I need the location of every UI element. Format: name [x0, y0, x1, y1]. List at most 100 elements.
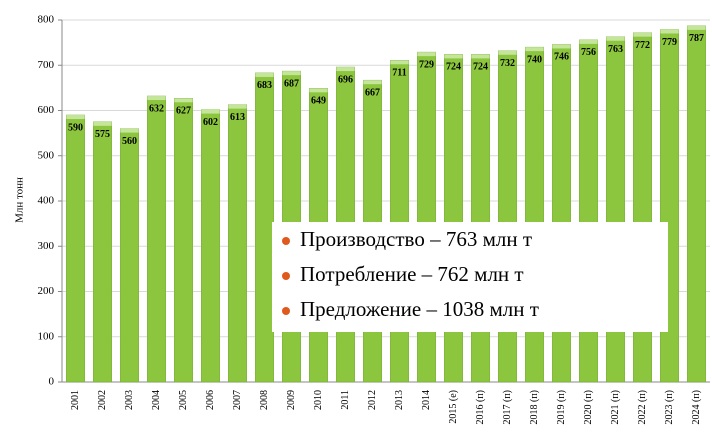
x-tick-label: 2008 [259, 390, 270, 410]
value-label: 627 [176, 106, 191, 117]
bar-highlight [363, 80, 382, 85]
bar-highlight [633, 32, 652, 37]
value-label: 772 [635, 40, 650, 51]
bar-highlight [606, 36, 625, 41]
bullet [282, 307, 290, 315]
bar-highlight [147, 96, 166, 101]
x-tick-label: 2020 (п) [583, 390, 594, 425]
bar [147, 95, 166, 383]
bar-highlight [282, 71, 301, 76]
bullet [282, 272, 290, 280]
bar-highlight [66, 115, 85, 120]
x-tick-label: 2014 [421, 390, 432, 410]
value-label: 724 [446, 62, 461, 73]
value-label: 732 [500, 58, 515, 69]
x-tick-label: 2001 [70, 390, 81, 410]
x-tick-label: 2009 [286, 390, 297, 410]
y-axis-label: Млн тонн [14, 177, 26, 223]
x-tick-label: 2023 (п) [664, 390, 675, 425]
x-tick-label: 2024 (п) [691, 390, 702, 425]
y-tick-label: 400 [38, 195, 55, 207]
x-tick-label: 2021 (п) [610, 390, 621, 425]
bar [471, 54, 490, 383]
x-tick-label: 2005 [178, 390, 189, 410]
y-tick-label: 500 [38, 149, 55, 161]
annotation-box [272, 222, 668, 332]
value-label: 779 [662, 37, 677, 48]
bar-highlight [228, 104, 247, 109]
bar [201, 109, 220, 383]
x-tick-label: 2002 [97, 390, 108, 410]
bar-highlight [498, 50, 517, 55]
x-tick-label: 2018 (п) [529, 390, 540, 425]
y-tick-label: 100 [38, 330, 55, 342]
bar-highlight [93, 121, 112, 126]
value-label: 696 [338, 74, 353, 85]
bar-highlight [687, 25, 706, 30]
bar-highlight [174, 98, 193, 103]
bar [687, 25, 706, 383]
bar [66, 114, 85, 383]
value-label: 560 [122, 136, 137, 147]
value-label: 729 [419, 59, 434, 70]
y-tick-label: 800 [38, 14, 55, 26]
value-label: 575 [95, 129, 110, 140]
value-label: 649 [311, 96, 326, 107]
value-label: 763 [608, 44, 623, 55]
bar-highlight [336, 67, 355, 72]
bar [390, 60, 409, 383]
x-tick-label: 2010 [313, 390, 324, 410]
x-tick-label: 2019 (п) [556, 390, 567, 425]
x-tick-label: 2016 (п) [475, 390, 486, 425]
value-label: 787 [689, 33, 704, 44]
value-label: 711 [392, 68, 406, 79]
x-tick-label: 2015 (е) [448, 390, 459, 424]
bullet [282, 237, 290, 245]
value-label: 687 [284, 78, 299, 89]
bar [498, 50, 517, 383]
value-label: 756 [581, 47, 596, 58]
bar-highlight [552, 44, 571, 49]
value-label: 602 [203, 117, 218, 128]
x-tick-label: 2012 [367, 390, 378, 410]
x-tick-label: 2007 [232, 390, 243, 410]
bar [120, 128, 139, 383]
bar [255, 72, 274, 383]
annotation: Предложение – 1038 млн т [300, 297, 539, 321]
y-tick-label: 700 [38, 59, 55, 71]
bar-highlight [525, 47, 544, 52]
bar-highlight [390, 60, 409, 65]
y-tick-label: 200 [38, 285, 55, 297]
value-label: 724 [473, 62, 488, 73]
value-label: 740 [527, 54, 542, 65]
x-tick-label: 2017 (п) [502, 390, 513, 425]
bar-highlight [120, 128, 139, 133]
x-tick-label: 2011 [340, 390, 351, 410]
bar-highlight [471, 54, 490, 59]
value-label: 683 [257, 80, 272, 91]
bar-highlight [579, 39, 598, 44]
bar-highlight [309, 88, 328, 93]
bar [417, 51, 436, 383]
bar [93, 121, 112, 383]
x-tick-label: 2003 [124, 390, 135, 410]
bar [174, 98, 193, 383]
value-label: 613 [230, 112, 245, 123]
x-tick-label: 2022 (п) [637, 390, 648, 425]
y-tick-label: 600 [38, 104, 55, 116]
annotation: Производство – 763 млн т [300, 227, 532, 251]
value-label: 667 [365, 87, 380, 98]
x-tick-label: 2006 [205, 390, 216, 410]
y-tick-label: 0 [49, 376, 55, 388]
bar [444, 54, 463, 383]
bar-highlight [660, 29, 679, 34]
bar-highlight [201, 109, 220, 114]
bar-highlight [417, 52, 436, 57]
annotation: Потребление – 762 млн т [300, 262, 524, 286]
bar [228, 104, 247, 383]
bar-highlight [444, 54, 463, 59]
x-tick-label: 2004 [151, 390, 162, 410]
value-label: 746 [554, 52, 569, 63]
bar-highlight [255, 72, 274, 77]
